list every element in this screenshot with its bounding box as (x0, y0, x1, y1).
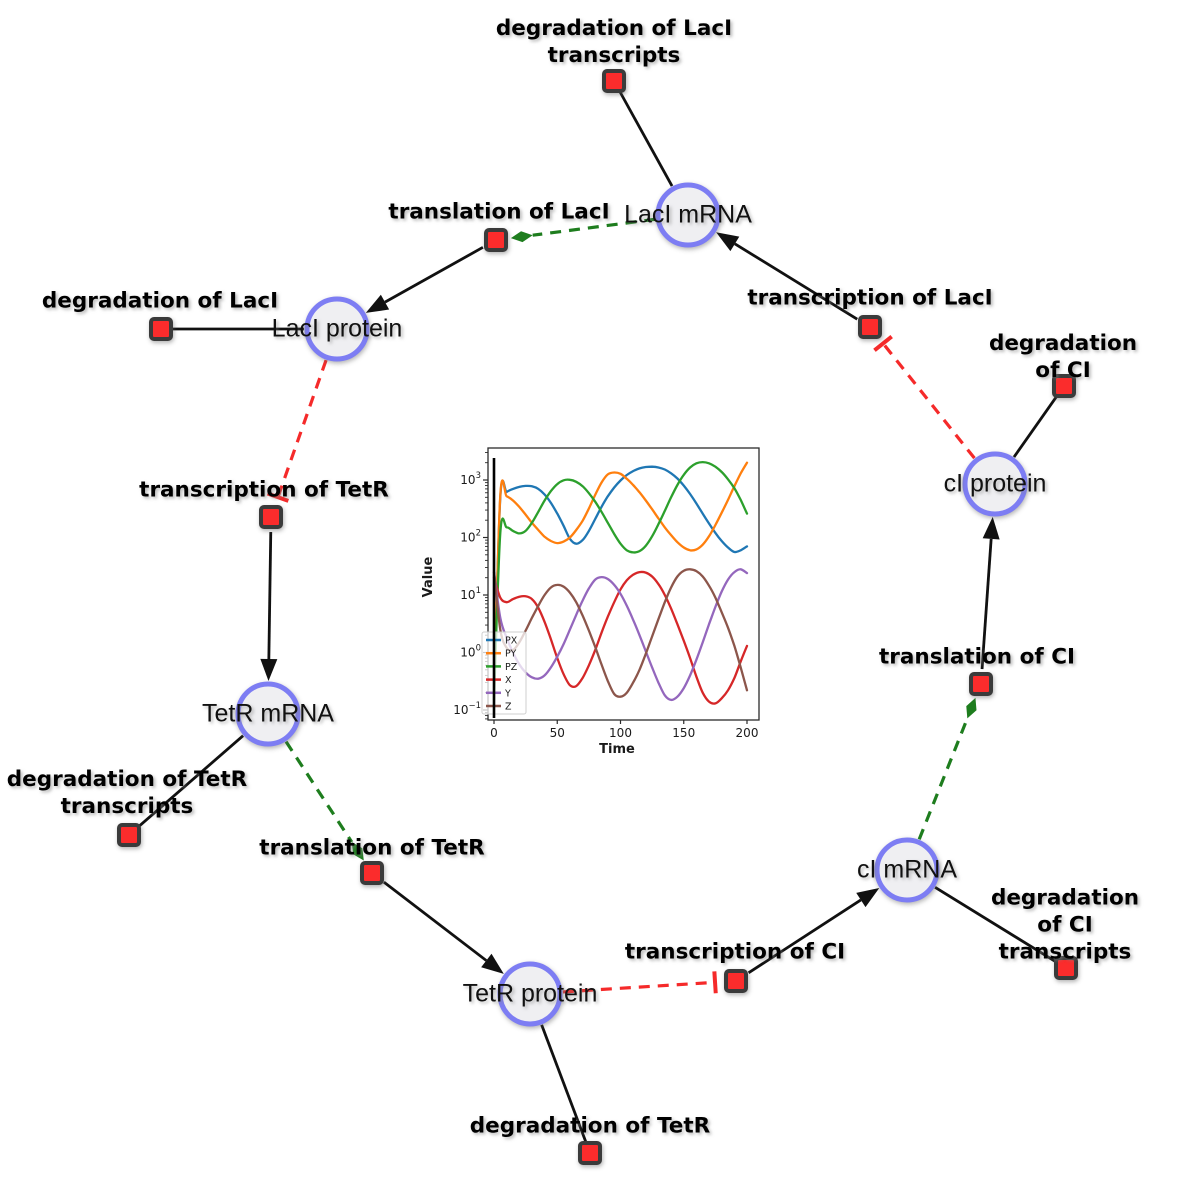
reaction-node-deg-ci-tx[interactable] (1054, 956, 1078, 980)
diamond-arrowhead-icon (966, 697, 977, 719)
reaction-label-tx-tetr: transcription of TetR (139, 477, 389, 503)
x-tick-label: 100 (609, 726, 632, 740)
legend-label-PX: PX (505, 636, 518, 647)
reaction-label-transl-tetr: translation of TetR (259, 835, 485, 861)
curve-X (492, 570, 749, 705)
reaction-label-deg-laci-tx: degradation of LacI transcripts (495, 16, 733, 68)
timecourse-plot: 0 50 100 150 200Time10−1100101102103ValuePXP… (415, 425, 780, 775)
reaction-label-transl-ci: translation of CI (879, 644, 1075, 670)
reaction-label-deg-tetr: degradation of TetR (469, 1113, 711, 1139)
legend-label-PZ: PZ (505, 662, 518, 673)
species-label-laci-mrna: LacI mRNA (624, 200, 752, 229)
x-axis-label: Time (599, 742, 635, 757)
edge-ci-protein-to-tx-laci (873, 335, 976, 460)
species-label-laci-protein: LacI protein (271, 314, 403, 343)
legend: PX PY PZ XYZ (481, 631, 527, 715)
edge-tetr-protein-to-deg-tetr (540, 1024, 589, 1146)
reaction-node-transl-ci[interactable] (969, 672, 993, 696)
edge-transl-ci-to-ci-protein (980, 516, 1000, 670)
reaction-label-deg-laci: degradation of LacI (41, 288, 279, 314)
reaction-node-transl-tetr[interactable] (360, 861, 384, 885)
reaction-label-tx-laci: transcription of LacI (747, 285, 993, 311)
species-node-tetr-protein[interactable] (497, 961, 563, 1027)
x-tick-label: 150 (672, 726, 695, 740)
species-node-laci-protein[interactable] (304, 296, 370, 362)
curve-Y (492, 568, 749, 702)
x-tick-label: 50 (550, 726, 565, 740)
reaction-node-deg-tetr[interactable] (578, 1141, 602, 1165)
species-node-ci-mrna[interactable] (874, 837, 940, 903)
edge-tx-ci-to-ci-mrna (747, 887, 880, 975)
species-label-tetr-protein: TetR protein (462, 979, 598, 1008)
arrowhead-icon (856, 887, 880, 908)
x-tick-label: 200 (736, 726, 759, 740)
reaction-node-deg-tetr-tx[interactable] (117, 823, 141, 847)
x-axis: 0 50 100 150 200 Time (490, 720, 758, 757)
reaction-label-tx-ci: transcription of CI (624, 939, 846, 965)
reaction-label-deg-tetr-tx: degradation of TetR transcripts (6, 767, 248, 819)
reaction-node-tx-ci[interactable] (724, 969, 748, 993)
reaction-label-deg-ci: degradation of CI (988, 331, 1138, 383)
y-tick-label: 103 (460, 471, 481, 487)
reaction-node-deg-ci[interactable] (1052, 374, 1076, 398)
reaction-node-tx-tetr[interactable] (259, 505, 283, 529)
reaction-label-deg-ci-tx: degradation of CI transcripts (990, 885, 1140, 965)
species-node-laci-mrna[interactable] (655, 182, 721, 248)
y-tick-label: 101 (460, 586, 481, 602)
edge-laci-protein-to-tx-tetr (266, 359, 328, 503)
diamond-arrowhead-icon (351, 842, 364, 861)
edge-ci-mrna-to-deg-ci-tx (934, 886, 1060, 965)
reaction-label-transl-laci: translation of LacI (388, 199, 610, 225)
legend-label-Z: Z (505, 702, 512, 713)
species-label-ci-protein: cI protein (943, 469, 1047, 498)
y-tick-label: 10−1 (453, 701, 481, 717)
reaction-node-deg-laci[interactable] (149, 317, 173, 341)
arrowhead-icon (365, 294, 390, 313)
y-axis: 10−1 100 101 102 103 Value (421, 452, 488, 720)
species-node-ci-protein[interactable] (962, 451, 1028, 517)
diamond-arrowhead-icon (510, 231, 533, 243)
edge-ci-mrna-to-transl-ci (917, 697, 977, 840)
arrowhead-icon (716, 232, 740, 252)
curve-PY (492, 461, 749, 702)
legend-label-PY: PY (505, 649, 517, 660)
edge-tx-tetr-to-tetr-mrna (260, 531, 278, 682)
edge-tetr-protein-to-tx-ci (562, 971, 718, 994)
reaction-node-deg-laci-tx[interactable] (602, 69, 626, 93)
edge-transl-laci-to-laci-protein (365, 246, 484, 313)
y-tick-label: 100 (460, 644, 481, 660)
edge-laci-mrna-to-deg-laci-tx (617, 88, 674, 187)
reaction-node-tx-laci[interactable] (858, 315, 882, 339)
arrowhead-icon (982, 516, 1000, 540)
curve-Z (492, 568, 749, 698)
species-node-tetr-mrna[interactable] (235, 681, 301, 747)
axes-frame (487, 447, 760, 721)
species-label-ci-mrna: cI mRNA (857, 855, 957, 884)
edge-transl-tetr-to-tetr-protein (383, 881, 504, 974)
edge-tetr-mrna-to-deg-tetr-tx (134, 734, 245, 831)
inhibition-tee-icon (266, 491, 289, 503)
arrowhead-icon (481, 953, 504, 974)
inhibition-tee-icon (873, 335, 893, 352)
legend-label-Y: Y (504, 688, 511, 699)
edge-tx-laci-to-laci-mrna (716, 232, 858, 321)
curve-PX (492, 465, 749, 702)
y-axis-label: Value (421, 556, 436, 597)
edge-laci-mrna-to-transl-laci (510, 217, 656, 243)
edge-tetr-mrna-to-transl-tetr (284, 740, 364, 861)
species-label-tetr-mrna: TetR mRNA (202, 699, 334, 728)
inhibition-tee-icon (712, 971, 718, 994)
x-tick-label: 0 (490, 726, 498, 740)
curves (492, 460, 749, 705)
legend-label-X: X (505, 675, 512, 686)
edge-ci-protein-to-deg-ci (1012, 392, 1060, 458)
arrowhead-icon (260, 658, 278, 682)
curve-PZ (492, 460, 749, 702)
reaction-node-transl-laci[interactable] (484, 228, 508, 252)
y-tick-label: 102 (460, 529, 481, 545)
